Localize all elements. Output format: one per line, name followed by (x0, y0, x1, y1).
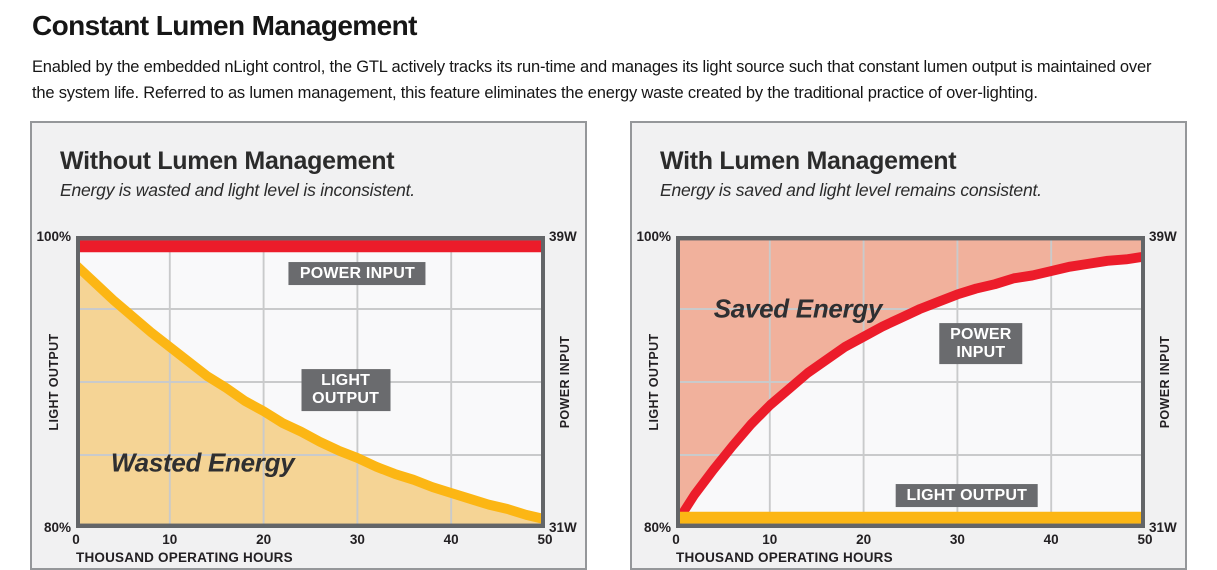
x-axis-ticks: 0 10 20 30 40 50 (672, 531, 1153, 547)
y-tick-31w: 31W (549, 519, 577, 535)
y-tick-80: 80% (643, 519, 671, 535)
right-y-axis: 39W POWER INPUT 31W (545, 229, 585, 535)
chart-with: 100% LIGHT OUTPUT 80% (632, 229, 1185, 566)
panel-with-lumen-management: With Lumen Management Energy is saved an… (630, 121, 1187, 570)
chart-without: 100% LIGHT OUTPUT 80% (32, 229, 585, 566)
light-output-series-label: LIGHT OUTPUT (895, 483, 1039, 508)
panel-title: Without Lumen Management (60, 147, 395, 176)
x-axis-label: THOUSAND OPERATING HOURS (676, 549, 893, 565)
plot-border (676, 235, 1145, 528)
power-input-axis-label: POWER INPUT (1158, 335, 1172, 428)
panel-title: With Lumen Management (660, 147, 957, 176)
chart-svg (676, 235, 1145, 528)
plot-border (76, 235, 545, 528)
left-y-axis: 100% LIGHT OUTPUT 80% (32, 229, 76, 535)
light-output-series-label: LIGHT OUTPUT (301, 369, 391, 412)
light-output-axis-label: LIGHT OUTPUT (47, 333, 61, 431)
wasted-energy-annotation: Wasted Energy (110, 447, 295, 478)
y-tick-100: 100% (36, 228, 71, 244)
left-y-axis: 100% LIGHT OUTPUT 80% (632, 229, 676, 535)
panel-without-lumen-management: Without Lumen Management Energy is waste… (30, 121, 587, 570)
x-axis-label: THOUSAND OPERATING HOURS (76, 549, 293, 565)
x-axis-ticks: 0 10 20 30 40 50 (72, 531, 553, 547)
y-tick-39w: 39W (549, 228, 577, 244)
chart-panels: Without Lumen Management Energy is waste… (30, 121, 1187, 570)
plot-area-without: POWER INPUT LIGHT OUTPUT Wasted Energy (76, 235, 545, 528)
saved-energy-annotation: Saved Energy (713, 293, 883, 324)
page-header: Constant Lumen Management Enabled by the… (0, 0, 1217, 106)
page-title: Constant Lumen Management (32, 10, 417, 41)
y-tick-39w: 39W (1149, 228, 1177, 244)
y-tick-100: 100% (636, 228, 671, 244)
y-tick-31w: 31W (1149, 519, 1177, 535)
plot-area-with: Saved Energy POWER INPUT LIGHT OUTPUT (676, 235, 1145, 528)
page-description: Enabled by the embedded nLight control, … (32, 58, 1152, 102)
light-output-axis-label: LIGHT OUTPUT (647, 333, 661, 431)
power-input-series-label: POWER INPUT (939, 322, 1023, 365)
panel-subtitle: Energy is wasted and light level is inco… (60, 179, 415, 200)
panel-subtitle: Energy is saved and light level remains … (660, 179, 1042, 200)
y-tick-80: 80% (43, 519, 71, 535)
right-y-axis: 39W POWER INPUT 31W (1145, 229, 1185, 535)
power-input-series-label: POWER INPUT (288, 261, 426, 286)
power-input-axis-label: POWER INPUT (558, 335, 572, 428)
